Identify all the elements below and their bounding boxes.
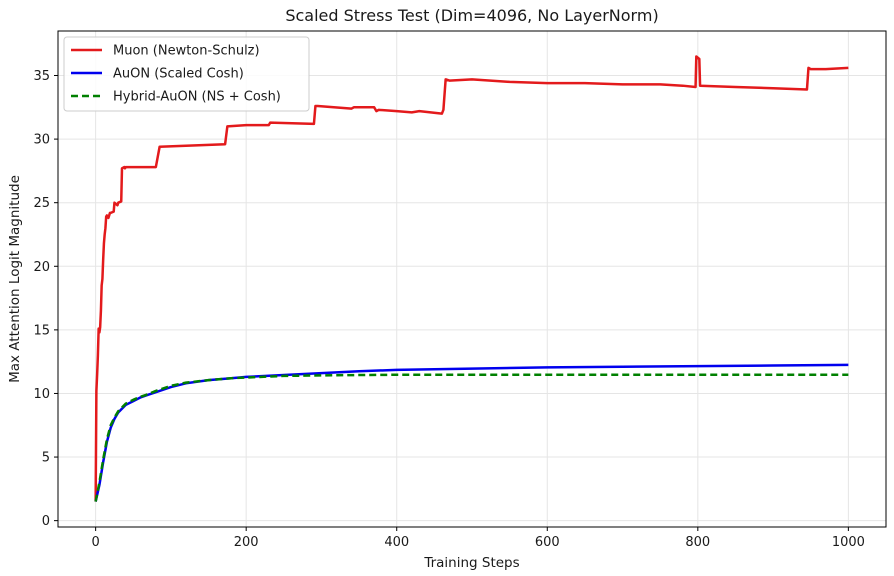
x-tick-label: 1000: [832, 535, 865, 550]
y-tick-label: 20: [33, 260, 50, 275]
y-tick-label: 30: [33, 133, 50, 148]
x-tick-label: 800: [685, 535, 710, 550]
series-line-hybrid-auon: [94, 373, 849, 502]
legend-label-muon: Muon (Newton-Schulz): [113, 44, 260, 59]
x-axis-label: Training Steps: [423, 555, 519, 571]
legend: Muon (Newton-Schulz) AuON (Scaled Cosh) …: [63, 36, 310, 112]
legend-label-auon: AuON (Scaled Cosh): [113, 67, 244, 82]
grid: [58, 31, 886, 527]
y-tick-label: 15: [33, 323, 50, 338]
x-tick-label: 400: [384, 535, 409, 550]
y-tick-label: 10: [33, 387, 50, 402]
x-tick-label: 200: [234, 535, 259, 550]
plot-frame: [57, 30, 887, 528]
ticks-layer: 0 200 400 600 800 1000 0 5 10 15 20 25 30 35: [33, 69, 864, 550]
chart-title: Scaled Stress Test (Dim=4096, No LayerNo…: [285, 6, 658, 25]
y-tick-label: 35: [33, 69, 50, 84]
x-tick-label: 0: [91, 535, 99, 550]
series-line-muon: [94, 55, 849, 502]
x-tick-label: 600: [535, 535, 560, 550]
y-tick-label: 25: [33, 196, 50, 211]
y-axis-label: Max Attention Logit Magnitude: [7, 175, 23, 383]
series-layer: [94, 55, 849, 502]
legend-frame: [63, 36, 310, 112]
y-tick-label: 5: [42, 451, 50, 466]
y-tick-label: 0: [42, 514, 50, 529]
legend-label-hybrid-auon: Hybrid-AuON (NS + Cosh): [113, 90, 281, 105]
